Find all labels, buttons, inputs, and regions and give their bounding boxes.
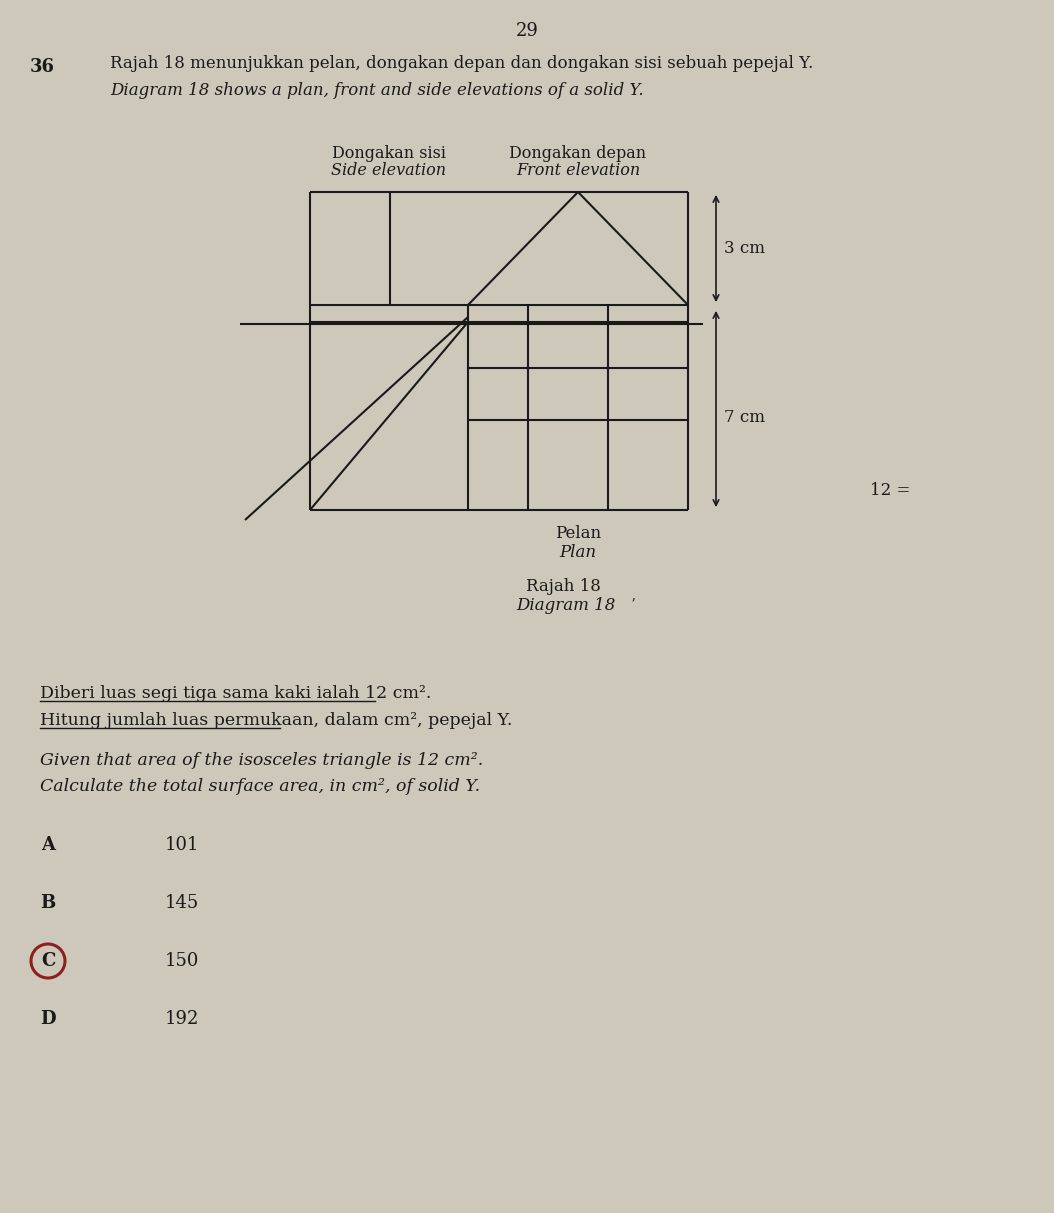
Text: B: B — [40, 894, 56, 912]
Text: 3 cm: 3 cm — [724, 240, 765, 257]
Text: Side elevation: Side elevation — [332, 163, 447, 180]
Text: Pelan: Pelan — [555, 525, 601, 542]
Text: Dongakan sisi: Dongakan sisi — [332, 146, 446, 163]
Text: Calculate the total surface area, in cm², of solid Y.: Calculate the total surface area, in cm²… — [40, 778, 481, 795]
Text: 145: 145 — [165, 894, 199, 912]
Text: 12 =: 12 = — [870, 482, 911, 499]
Text: Plan: Plan — [560, 543, 597, 560]
Text: ʼ: ʼ — [631, 597, 636, 611]
Text: 150: 150 — [165, 952, 199, 970]
Text: Diberi luas segi tiga sama kaki ialah 12 cm².: Diberi luas segi tiga sama kaki ialah 12… — [40, 685, 431, 702]
Text: Dongakan depan: Dongakan depan — [509, 146, 646, 163]
Text: D: D — [40, 1010, 56, 1027]
Text: Hitung jumlah luas permukaan, dalam cm², pepejal Y.: Hitung jumlah luas permukaan, dalam cm²,… — [40, 712, 512, 729]
Text: 36: 36 — [30, 58, 55, 76]
Text: A: A — [41, 836, 55, 854]
Text: 101: 101 — [165, 836, 199, 854]
Text: 192: 192 — [165, 1010, 199, 1027]
Text: Rajah 18 menunjukkan pelan, dongakan depan dan dongakan sisi sebuah pepejal Y.: Rajah 18 menunjukkan pelan, dongakan dep… — [110, 55, 814, 72]
Text: Rajah 18: Rajah 18 — [526, 579, 601, 596]
Text: 29: 29 — [515, 22, 539, 40]
Text: Given that area of the isosceles triangle is 12 cm².: Given that area of the isosceles triangl… — [40, 752, 483, 769]
Text: 7 cm: 7 cm — [724, 409, 765, 426]
Text: Front elevation: Front elevation — [516, 163, 640, 180]
Text: Diagram 18 shows a plan, front and side elevations of a solid Y.: Diagram 18 shows a plan, front and side … — [110, 82, 644, 99]
Text: Diagram 18: Diagram 18 — [516, 597, 616, 614]
Text: C: C — [41, 952, 55, 970]
